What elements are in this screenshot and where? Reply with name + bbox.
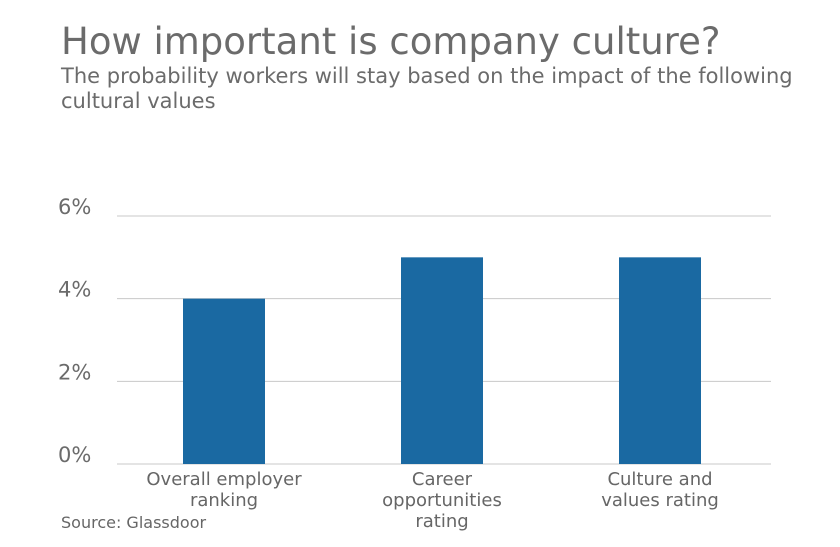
y-tick-label-0: 0% bbox=[58, 443, 91, 467]
x-tick-label-0-1: ranking bbox=[190, 490, 258, 511]
y-tick-label-6: 6% bbox=[58, 195, 91, 219]
bar-2 bbox=[619, 257, 701, 464]
chart-title: How important is company culture? bbox=[61, 20, 721, 63]
x-tick-label-1-1: opportunities bbox=[382, 490, 502, 511]
x-tick-label-1-2: rating bbox=[415, 511, 468, 532]
y-tick-label-4: 4% bbox=[58, 278, 91, 302]
x-tick-label-2-0: Culture and bbox=[607, 469, 712, 490]
source-note: Source: Glassdoor bbox=[61, 513, 207, 532]
y-tick-label-2: 2% bbox=[58, 360, 91, 384]
bar-1 bbox=[401, 257, 483, 464]
x-tick-label-2-1: values rating bbox=[601, 490, 719, 511]
bar-0 bbox=[183, 298, 265, 464]
x-tick-label-1-0: Career bbox=[412, 469, 473, 490]
x-tick-label-0-0: Overall employer bbox=[146, 469, 302, 490]
chart-subtitle: The probability workers will stay based … bbox=[61, 64, 793, 113]
